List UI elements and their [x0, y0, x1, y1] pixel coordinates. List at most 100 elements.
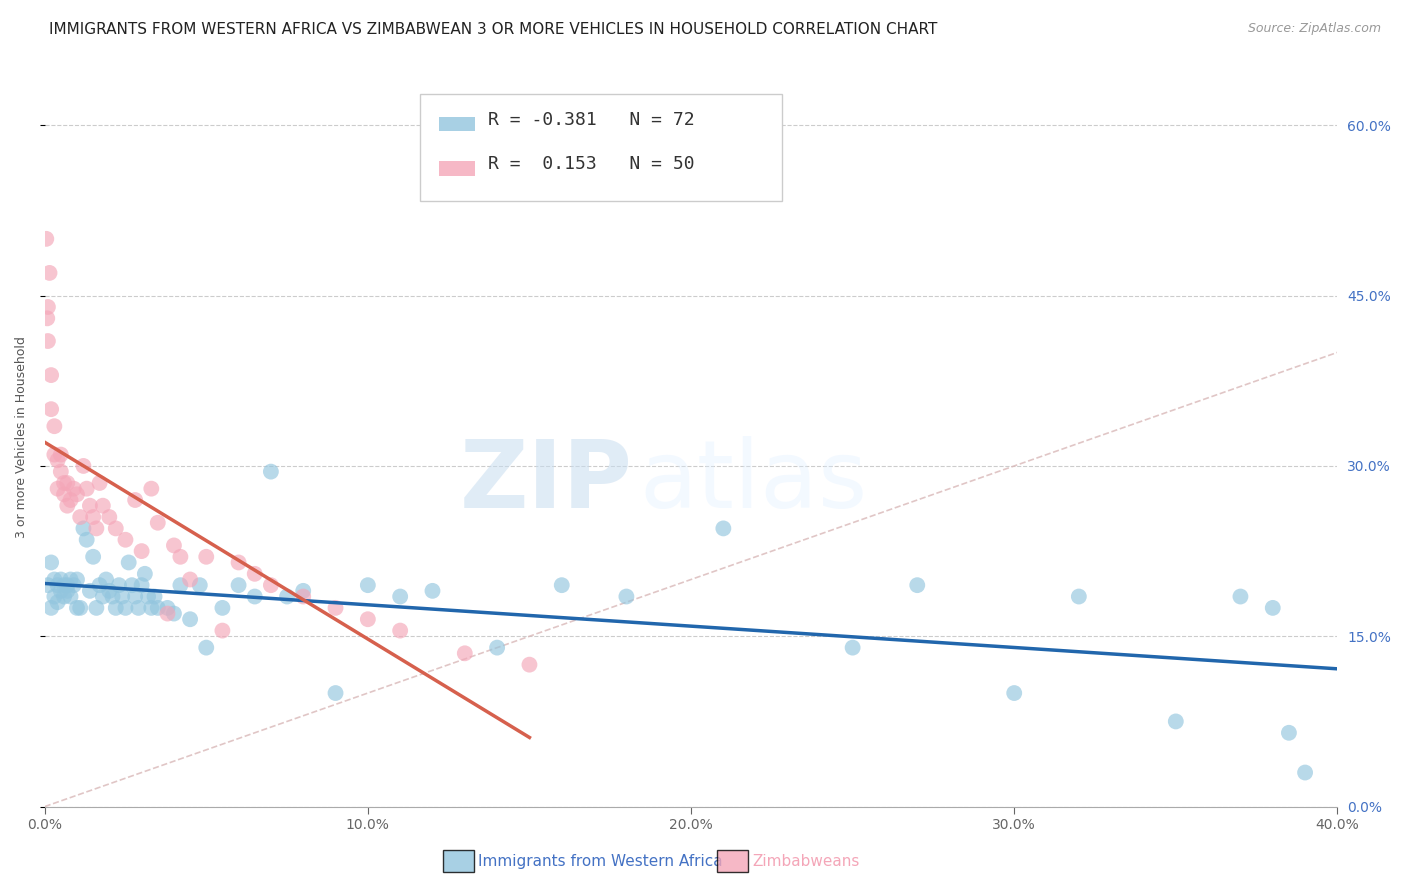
- Point: [56, 475, 79, 490]
- Point: [179, 573, 201, 587]
- Point: [195, 640, 218, 655]
- Point: [292, 583, 315, 598]
- Point: [37, 334, 59, 348]
- Text: Zimbabweans: Zimbabweans: [752, 855, 859, 869]
- Point: [1067, 590, 1090, 604]
- Point: [143, 590, 166, 604]
- Point: [389, 590, 412, 604]
- Point: [905, 578, 928, 592]
- Point: [59, 493, 82, 508]
- Point: [454, 646, 477, 660]
- Point: [195, 549, 218, 564]
- Point: [35, 232, 58, 246]
- Point: [72, 521, 94, 535]
- Point: [49, 583, 72, 598]
- Point: [82, 510, 104, 524]
- Text: Immigrants from Western Africa: Immigrants from Western Africa: [478, 855, 723, 869]
- Text: atlas: atlas: [640, 436, 868, 528]
- Text: R =  0.153   N = 50: R = 0.153 N = 50: [488, 155, 695, 173]
- Point: [179, 612, 201, 626]
- Point: [519, 657, 541, 672]
- Point: [104, 600, 127, 615]
- Text: R = -0.381   N = 72: R = -0.381 N = 72: [488, 112, 695, 129]
- Point: [69, 510, 91, 524]
- Point: [228, 578, 250, 592]
- Point: [146, 600, 169, 615]
- Point: [422, 583, 444, 598]
- Point: [86, 521, 108, 535]
- Point: [260, 578, 283, 592]
- Point: [243, 566, 266, 581]
- Point: [37, 311, 59, 326]
- Point: [49, 465, 72, 479]
- Point: [49, 448, 72, 462]
- Point: [49, 573, 72, 587]
- Point: [260, 465, 283, 479]
- Point: [82, 549, 104, 564]
- Bar: [439, 117, 475, 131]
- Point: [66, 600, 89, 615]
- Point: [104, 521, 127, 535]
- Point: [1278, 726, 1301, 740]
- Point: [66, 573, 89, 587]
- Point: [69, 600, 91, 615]
- Point: [1229, 590, 1251, 604]
- Point: [1261, 600, 1284, 615]
- Point: [111, 590, 134, 604]
- Point: [486, 640, 509, 655]
- Point: [1294, 765, 1316, 780]
- Point: [1002, 686, 1025, 700]
- Point: [616, 590, 638, 604]
- Point: [86, 600, 108, 615]
- Point: [89, 578, 111, 592]
- Point: [325, 686, 347, 700]
- Point: [136, 590, 159, 604]
- Point: [44, 419, 66, 434]
- Point: [72, 458, 94, 473]
- Point: [141, 482, 163, 496]
- Point: [118, 556, 141, 570]
- Point: [98, 583, 121, 598]
- Point: [169, 578, 191, 592]
- Point: [131, 544, 153, 558]
- Point: [551, 578, 574, 592]
- Point: [163, 538, 186, 552]
- Point: [163, 607, 186, 621]
- Point: [131, 578, 153, 592]
- Point: [243, 590, 266, 604]
- Point: [94, 573, 117, 587]
- Point: [841, 640, 863, 655]
- Point: [711, 521, 734, 535]
- Point: [98, 510, 121, 524]
- Point: [114, 533, 136, 547]
- Point: [38, 266, 60, 280]
- Point: [91, 499, 114, 513]
- Point: [56, 578, 79, 592]
- Point: [46, 578, 69, 592]
- Point: [156, 600, 179, 615]
- Point: [44, 448, 66, 462]
- Point: [39, 368, 62, 383]
- Point: [156, 607, 179, 621]
- Point: [292, 590, 315, 604]
- Point: [62, 578, 84, 592]
- Point: [91, 590, 114, 604]
- Point: [44, 573, 66, 587]
- Point: [121, 578, 143, 592]
- Bar: [439, 161, 475, 176]
- Point: [37, 300, 59, 314]
- Point: [325, 600, 347, 615]
- Point: [53, 487, 76, 501]
- Point: [276, 590, 298, 604]
- Point: [141, 600, 163, 615]
- Point: [46, 453, 69, 467]
- Point: [59, 590, 82, 604]
- Point: [62, 482, 84, 496]
- Point: [46, 595, 69, 609]
- Point: [124, 493, 146, 508]
- Point: [53, 475, 76, 490]
- Point: [146, 516, 169, 530]
- Point: [89, 475, 111, 490]
- FancyBboxPatch shape: [419, 95, 782, 202]
- Point: [37, 578, 59, 592]
